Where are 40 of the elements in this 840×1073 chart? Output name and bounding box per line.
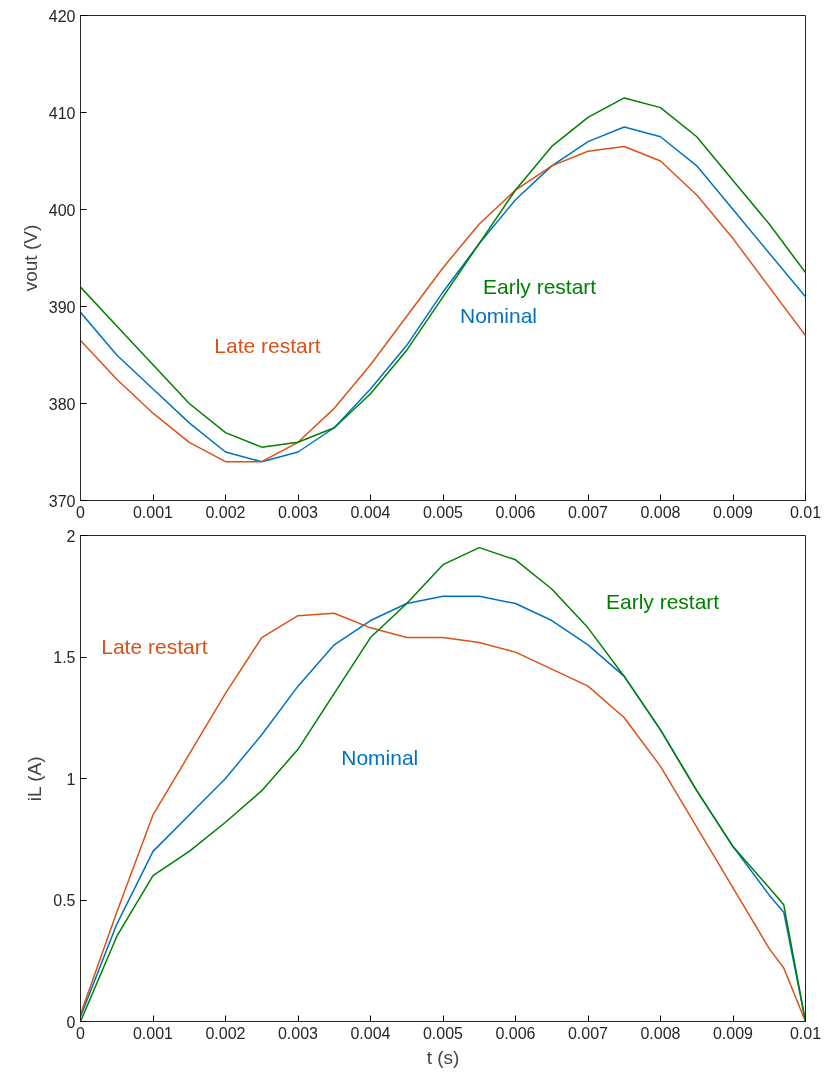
x-tick-label: 0.006 (495, 1024, 536, 1042)
y-tick-label: 390 (48, 298, 76, 316)
text: Late restart (214, 334, 321, 358)
x-tick-label: 0.002 (205, 503, 246, 521)
y-axis-title: vout (V) (19, 224, 41, 292)
x-tick-label: 0.001 (132, 1024, 174, 1042)
series-label: Early restart (483, 275, 597, 299)
x-tick-label: 0.003 (277, 1024, 319, 1042)
x-tick-label: 0.008 (640, 1024, 681, 1042)
x-tick-label: 0.005 (422, 503, 464, 521)
x-tick-label: 0.002 (205, 1024, 246, 1042)
series-label: Late restart (101, 634, 208, 658)
x-tick-label: 0.005 (422, 1024, 464, 1042)
x-tick-label: 0.009 (712, 1024, 754, 1042)
x-axis-title: t (s) (426, 1046, 460, 1068)
x-tick-label: 0.004 (350, 1024, 391, 1042)
x-tick-label: 0.008 (640, 503, 681, 521)
x-tick-label: 0.01 (789, 1024, 822, 1042)
y-axis-title: iL (A) (24, 756, 46, 802)
y-tick-label: 0.5 (53, 892, 76, 909)
x-tick-label: 0.006 (495, 503, 536, 521)
x-tick-label: 0.001 (132, 503, 174, 521)
y-tick-label: 0 (66, 1013, 76, 1031)
x-tick-label: 0.003 (277, 503, 319, 521)
series-label: Early restart (606, 590, 720, 614)
y-tick-label: 2 (66, 527, 76, 545)
y-tick-label: 1 (66, 770, 76, 788)
y-tick-label: 380 (48, 395, 76, 413)
y-tick-label: 420 (48, 7, 76, 25)
y-tick-label: 400 (48, 201, 76, 219)
y-tick-label: 1.5 (53, 649, 76, 666)
x-tick-label: 0.004 (350, 503, 391, 521)
x-tick-label: 0.009 (712, 503, 754, 521)
y-tick-label: 410 (48, 104, 76, 122)
x-tick-label: 0.01 (789, 503, 822, 521)
series-label: Nominal (460, 304, 538, 328)
x-tick-label: 0.007 (567, 1024, 609, 1042)
x-tick-label: 0.007 (567, 503, 609, 521)
text: Nominal (341, 746, 419, 770)
y-tick-label: 370 (48, 492, 76, 510)
